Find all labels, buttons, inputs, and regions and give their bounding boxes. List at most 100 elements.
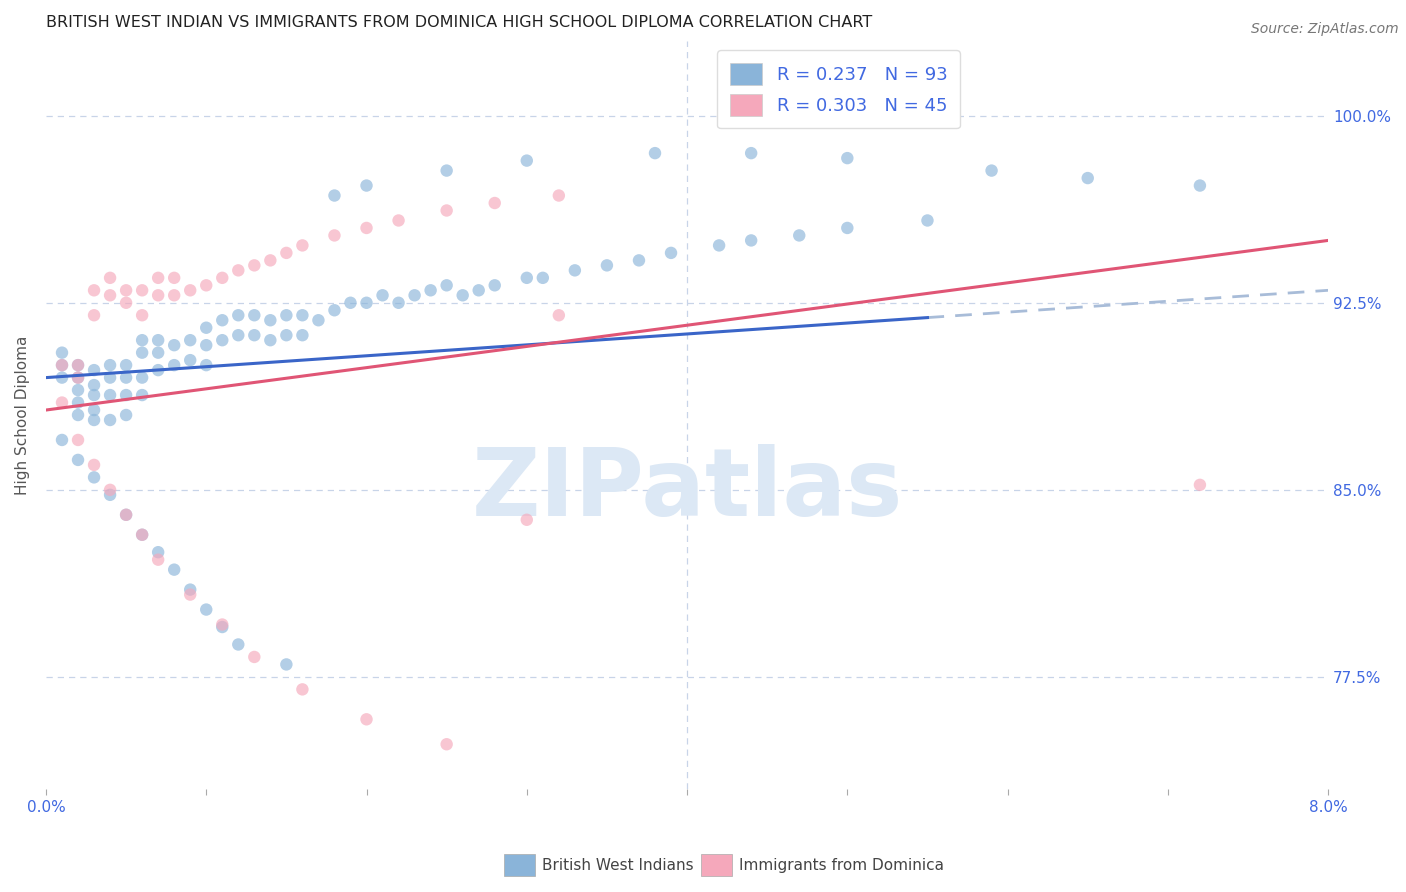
Point	[51, 358, 73, 372]
Point	[66, 453, 89, 467]
Point	[66, 370, 89, 384]
Point	[659, 246, 682, 260]
Point	[484, 196, 506, 211]
Point	[131, 345, 153, 359]
Point	[146, 288, 169, 302]
Point	[66, 358, 89, 372]
Point	[740, 234, 762, 248]
Point	[83, 378, 105, 392]
Point	[291, 238, 314, 252]
Point	[98, 483, 121, 497]
Point	[243, 649, 266, 664]
Point	[66, 358, 89, 372]
Point	[115, 408, 138, 422]
Point	[436, 737, 458, 751]
Point	[179, 582, 201, 597]
Point	[51, 358, 73, 372]
Point	[276, 246, 298, 260]
Point	[51, 345, 73, 359]
Point	[115, 508, 138, 522]
Point	[83, 308, 105, 322]
Point	[131, 388, 153, 402]
Text: British West Indians: British West Indians	[543, 858, 695, 872]
Point	[98, 288, 121, 302]
Point	[276, 308, 298, 322]
Point	[195, 602, 218, 616]
Y-axis label: High School Diploma: High School Diploma	[15, 335, 30, 495]
Point	[259, 333, 281, 347]
Point	[1077, 171, 1099, 186]
Point	[259, 253, 281, 268]
Point	[837, 151, 859, 165]
Point	[1188, 178, 1211, 193]
Point	[451, 288, 474, 302]
Point	[980, 163, 1002, 178]
Point	[211, 270, 233, 285]
Point	[323, 303, 346, 318]
Point	[98, 488, 121, 502]
Point	[356, 221, 378, 235]
Point	[131, 283, 153, 297]
Point	[83, 470, 105, 484]
Point	[211, 617, 233, 632]
Point	[163, 338, 186, 352]
Point	[707, 238, 730, 252]
Point	[837, 221, 859, 235]
Point	[163, 563, 186, 577]
Point	[115, 388, 138, 402]
Legend: R = 0.237   N = 93, R = 0.303   N = 45: R = 0.237 N = 93, R = 0.303 N = 45	[717, 50, 960, 128]
Point	[163, 288, 186, 302]
Point	[131, 333, 153, 347]
Point	[115, 508, 138, 522]
Point	[564, 263, 586, 277]
Point	[226, 328, 249, 343]
Point	[259, 313, 281, 327]
Point	[195, 278, 218, 293]
Point	[243, 308, 266, 322]
Point	[195, 320, 218, 334]
Point	[195, 338, 218, 352]
Point	[627, 253, 650, 268]
Point	[356, 295, 378, 310]
Point	[291, 682, 314, 697]
Text: BRITISH WEST INDIAN VS IMMIGRANTS FROM DOMINICA HIGH SCHOOL DIPLOMA CORRELATION : BRITISH WEST INDIAN VS IMMIGRANTS FROM D…	[46, 15, 872, 30]
Point	[1188, 478, 1211, 492]
Point	[66, 433, 89, 447]
Point	[66, 383, 89, 397]
Point	[115, 358, 138, 372]
Point	[243, 258, 266, 272]
Point	[436, 278, 458, 293]
Point	[146, 363, 169, 377]
Point	[740, 146, 762, 161]
Point	[356, 178, 378, 193]
Point	[307, 313, 329, 327]
Point	[66, 408, 89, 422]
Text: Immigrants from Dominica: Immigrants from Dominica	[740, 858, 943, 872]
Point	[195, 358, 218, 372]
Point	[291, 308, 314, 322]
Point	[226, 308, 249, 322]
Point	[163, 358, 186, 372]
Point	[404, 288, 426, 302]
Text: ZIPatlas: ZIPatlas	[471, 444, 903, 536]
Point	[516, 270, 538, 285]
Point	[211, 313, 233, 327]
Point	[98, 270, 121, 285]
Point	[484, 278, 506, 293]
Point	[146, 333, 169, 347]
Point	[115, 283, 138, 297]
Point	[644, 146, 666, 161]
Point	[146, 270, 169, 285]
Point	[596, 258, 619, 272]
Point	[83, 458, 105, 472]
Point	[179, 353, 201, 368]
Point	[115, 295, 138, 310]
Point	[163, 270, 186, 285]
Point	[323, 188, 346, 202]
Point	[356, 712, 378, 726]
Point	[211, 620, 233, 634]
Point	[131, 527, 153, 541]
Point	[98, 388, 121, 402]
Point	[339, 295, 361, 310]
Point	[531, 270, 554, 285]
